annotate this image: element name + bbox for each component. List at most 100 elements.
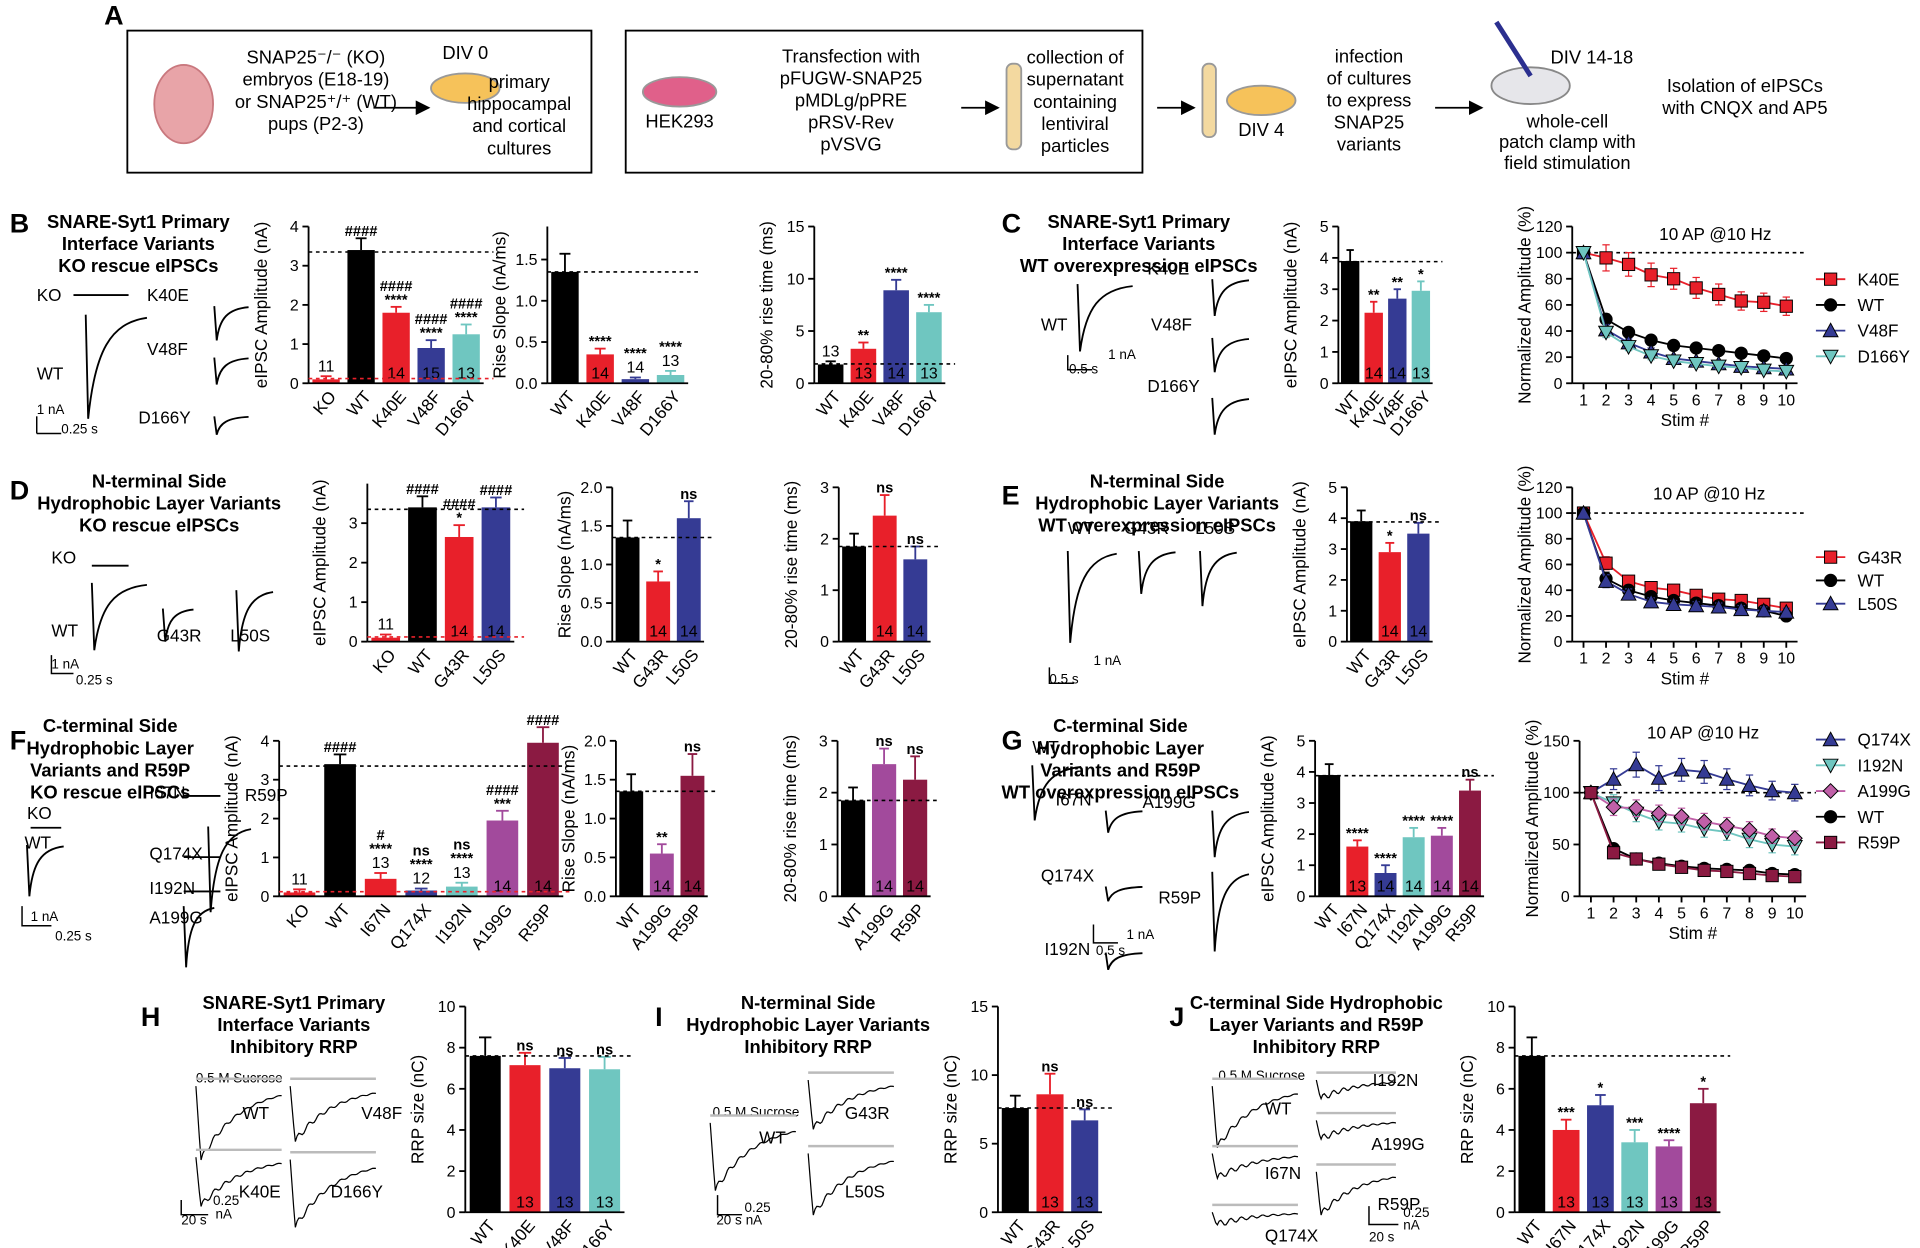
y-tick-label: 100 xyxy=(1543,785,1570,802)
marker xyxy=(1822,595,1839,611)
marker xyxy=(1823,573,1838,588)
significance-label: **** xyxy=(1402,813,1425,829)
panel-title: SNARE-Syt1 Primary xyxy=(1047,211,1230,232)
trace-label: I192N xyxy=(149,878,195,898)
n-label: 13 xyxy=(1412,365,1430,382)
schematic-text: embryos (E18-19) xyxy=(242,69,389,90)
schematic-text: or SNAP25⁺/⁺ (WT) xyxy=(235,91,397,112)
x-tick-label: 10 xyxy=(1777,651,1795,668)
n-label: 13 xyxy=(1076,1194,1094,1211)
n-label: 14 xyxy=(875,878,893,895)
y-axis-label: RRP size (nC) xyxy=(408,1055,428,1164)
n-label: 14 xyxy=(680,624,698,641)
marker xyxy=(1642,593,1660,609)
y-tick-label: 100 xyxy=(1536,506,1563,523)
y-axis-label: eIPSC Amplitude (nA) xyxy=(251,222,271,389)
y-tick-label: 0 xyxy=(1328,634,1337,651)
trace xyxy=(1211,1212,1299,1227)
marker xyxy=(1665,354,1682,370)
significance-label: ns xyxy=(1041,1059,1058,1075)
n-label: 13 xyxy=(622,878,640,895)
y-tick-label: 2 xyxy=(1496,1164,1505,1181)
significance-label: #### xyxy=(443,497,476,513)
significance-label: ns xyxy=(907,742,924,758)
series-line xyxy=(1582,512,1787,617)
scale-bar xyxy=(21,906,52,927)
y-tick-label: 1 xyxy=(349,595,358,612)
n-label: 14 xyxy=(352,365,370,382)
bar xyxy=(872,515,897,642)
y-tick-label: 1 xyxy=(819,837,828,854)
marker xyxy=(1710,598,1727,614)
significance-label: ns xyxy=(1461,765,1478,781)
y-tick-label: 0 xyxy=(819,889,828,906)
y-tick-label: 120 xyxy=(1536,480,1563,497)
schematic-text: pFUGW-SNAP25 xyxy=(780,67,923,88)
trace-label: KO xyxy=(27,803,52,823)
y-tick-label: 120 xyxy=(1536,219,1563,236)
tube-icon xyxy=(1201,62,1217,139)
x-tick-label: 3 xyxy=(1632,905,1641,922)
panel-label: H xyxy=(141,1002,160,1032)
panel-title: Hydrophobic Layer Variants xyxy=(686,1014,930,1035)
y-tick-label: 3 xyxy=(261,772,270,789)
x-tick-label: 6 xyxy=(1692,392,1701,409)
bar xyxy=(1071,1120,1099,1213)
n-label: 14 xyxy=(1352,624,1370,641)
marker xyxy=(1652,857,1666,871)
trace xyxy=(1137,550,1176,594)
x-tick-label: I67N xyxy=(1541,1216,1580,1248)
n-label: 14 xyxy=(1377,878,1395,895)
y-tick-label: 80 xyxy=(1545,271,1563,288)
trace-label: I192N xyxy=(1373,1070,1419,1090)
legend-label: WT xyxy=(1858,571,1885,591)
trace-label: 1 nA xyxy=(1093,653,1121,668)
n-label: 14 xyxy=(1433,878,1451,895)
significance-label: ns xyxy=(516,1038,533,1054)
series-line xyxy=(1582,252,1787,373)
trace-label: Q174X xyxy=(1265,1226,1319,1246)
trace-label: KO xyxy=(37,285,62,305)
n-label: 14 xyxy=(1388,365,1406,382)
marker xyxy=(1620,340,1637,356)
electrode-icon xyxy=(1494,20,1533,78)
panel-label: I xyxy=(655,1002,662,1032)
bar xyxy=(649,853,674,897)
x-tick-label: 6 xyxy=(1692,651,1701,668)
trace-label: WT xyxy=(51,621,78,641)
trace-label: 0.5 M Sucrose xyxy=(713,1105,800,1120)
y-tick-label: 2 xyxy=(1328,572,1337,589)
x-tick-label: V48F xyxy=(537,1216,579,1248)
marker xyxy=(1720,864,1734,879)
trace-label: WT xyxy=(1265,1098,1292,1118)
trace-label: L50S xyxy=(845,1182,885,1202)
y-tick-label: 1 xyxy=(1320,344,1329,361)
trace-label: 20 s xyxy=(1369,1230,1395,1245)
y-tick-label: 4 xyxy=(1328,511,1337,528)
trace xyxy=(207,826,252,913)
y-axis-label: eIPSC Amplitude (nA) xyxy=(222,735,242,902)
n-label: 14 xyxy=(1341,365,1359,382)
y-tick-label: 3 xyxy=(1328,542,1337,559)
legend-label: WT xyxy=(1858,295,1885,315)
y-tick-label: 4 xyxy=(1320,250,1329,267)
scale-bar xyxy=(50,655,74,675)
annotation: 10 AP @10 Hz xyxy=(1647,722,1759,742)
bar xyxy=(1411,290,1431,384)
schematic-text: with CNQX and AP5 xyxy=(1661,97,1827,118)
x-tick-label: G43R xyxy=(854,645,898,692)
n-label: 14 xyxy=(906,878,924,895)
panel-title: SNARE-Syt1 Primary xyxy=(203,992,386,1013)
marker xyxy=(1650,769,1668,785)
bar xyxy=(619,791,644,897)
n-label: 14 xyxy=(887,365,905,382)
marker xyxy=(1712,344,1726,358)
n-label: 13 xyxy=(516,1194,534,1211)
trace-label: G43R xyxy=(1124,518,1169,538)
y-tick-label: 5 xyxy=(1328,480,1337,497)
significance-label: ns xyxy=(596,1042,613,1058)
scale-bar xyxy=(1092,924,1118,944)
n-label: 11 xyxy=(377,617,394,634)
bar xyxy=(1346,846,1369,897)
